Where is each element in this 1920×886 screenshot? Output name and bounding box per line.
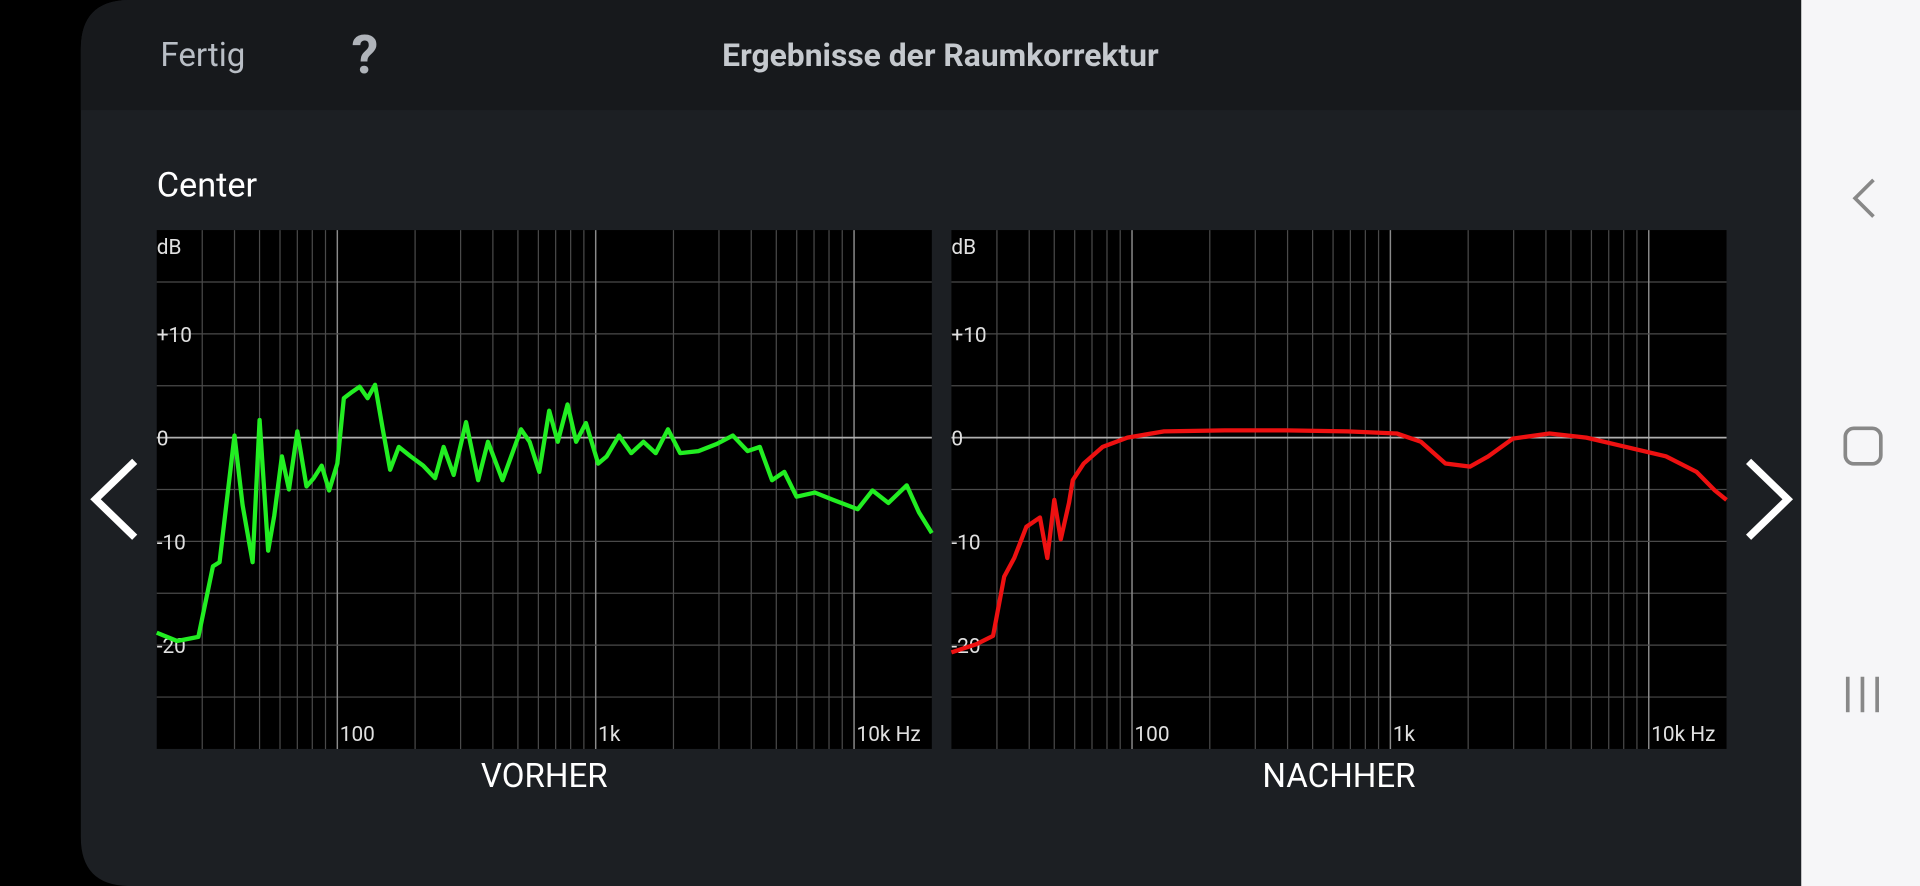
x-tick-label: 10k Hz: [1651, 723, 1715, 747]
chart-caption: VORHER: [481, 757, 608, 796]
y-tick-label: -10: [157, 531, 186, 555]
x-tick-label: 10k Hz: [857, 723, 921, 747]
x-tick-label: 100: [1134, 723, 1169, 747]
header-title: Ergebnisse der Raumkorrektur: [722, 36, 1159, 74]
prev-button[interactable]: [90, 458, 138, 540]
help-button[interactable]: ?: [351, 24, 378, 87]
y-tick-label: +10: [157, 324, 192, 348]
nav-back[interactable]: [1852, 178, 1875, 218]
header-bar: [80, 0, 1802, 111]
y-axis-label: dB: [951, 236, 976, 260]
nav-recents[interactable]: [1845, 676, 1879, 713]
y-tick-label: -10: [951, 531, 980, 555]
x-tick-label: 100: [340, 723, 375, 747]
nav-bar: [1801, 0, 1920, 886]
nav-home[interactable]: [1843, 426, 1883, 466]
y-tick-label: 0: [951, 428, 963, 452]
next-button[interactable]: [1746, 458, 1794, 540]
response-curve: [155, 382, 934, 644]
y-tick-label: 0: [157, 428, 169, 452]
response-curve: [950, 428, 1728, 655]
done-button[interactable]: Fertig: [160, 36, 245, 75]
y-tick-label: +10: [951, 324, 986, 348]
chart-caption: NACHHER: [1262, 757, 1415, 796]
x-tick-label: 1k: [598, 723, 621, 747]
x-tick-label: 1k: [1393, 723, 1416, 747]
y-axis-label: dB: [157, 236, 182, 260]
channel-label: Center: [157, 165, 258, 205]
